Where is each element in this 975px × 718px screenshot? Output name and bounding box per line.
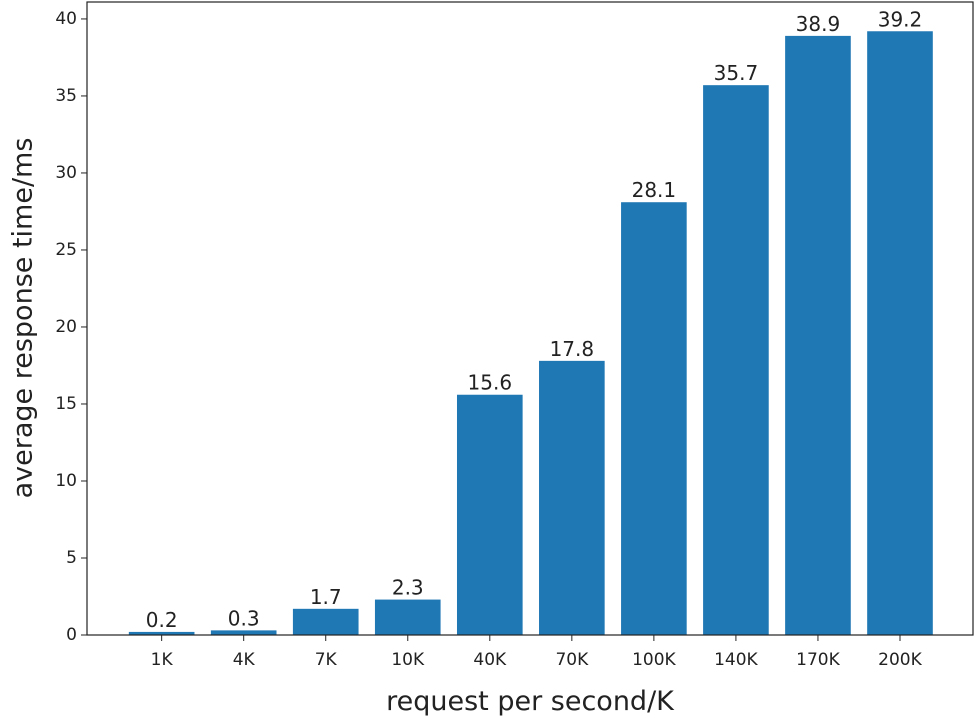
y-tick-label: 40 (55, 9, 77, 29)
bar (785, 35, 851, 635)
x-tick-label: 4K (233, 650, 256, 670)
bar (292, 608, 359, 635)
value-label: 17.8 (550, 337, 595, 361)
value-label: 0.2 (146, 608, 178, 632)
bar (621, 202, 687, 635)
y-tick-label: 20 (55, 317, 77, 337)
y-tick-label: 35 (55, 86, 77, 106)
x-tick-label: 70K (555, 650, 589, 670)
x-tick-label: 100K (632, 650, 676, 670)
y-tick-label: 0 (66, 625, 77, 645)
bar (456, 394, 523, 635)
y-tick-label: 15 (55, 394, 77, 414)
x-tick-label: 1K (151, 650, 174, 670)
x-axis-label: request per second/K (386, 686, 675, 717)
bar (210, 630, 277, 635)
value-label: 1.7 (310, 585, 342, 609)
value-label: 38.9 (796, 12, 841, 36)
x-tick-label: 40K (473, 650, 507, 670)
bar (539, 360, 605, 635)
y-tick-label: 25 (55, 240, 77, 260)
x-tick-label: 10K (391, 650, 425, 670)
y-tick-label: 5 (66, 548, 77, 568)
value-label: 28.1 (632, 178, 677, 202)
x-tick-label: 140K (714, 650, 758, 670)
bar (128, 631, 195, 635)
value-label: 0.3 (228, 606, 260, 630)
value-label: 39.2 (878, 7, 923, 31)
x-tick-label: 200K (878, 650, 922, 670)
x-tick-label: 170K (796, 650, 840, 670)
bar (703, 85, 769, 635)
y-axis-label: average response time/ms (8, 138, 39, 499)
bar (374, 599, 441, 635)
plot-frame (86, 1, 974, 636)
value-label: 2.3 (392, 576, 424, 600)
y-tick-label: 30 (55, 163, 77, 183)
y-tick-label: 10 (55, 471, 77, 491)
x-tick-label: 7K (315, 650, 338, 670)
value-label: 35.7 (714, 61, 759, 85)
value-label: 15.6 (468, 371, 513, 395)
bar (867, 31, 933, 636)
